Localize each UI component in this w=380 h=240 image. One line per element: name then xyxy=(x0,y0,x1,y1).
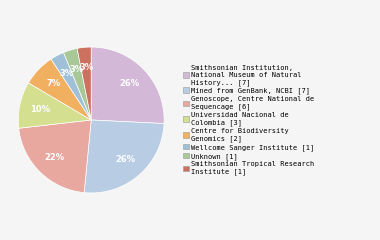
Wedge shape xyxy=(63,48,91,120)
Text: 22%: 22% xyxy=(44,153,65,162)
Text: 10%: 10% xyxy=(30,105,50,114)
Text: 3%: 3% xyxy=(79,63,93,72)
Legend: Smithsonian Institution,
National Museum of Natural
History... [7], Mined from G: Smithsonian Institution, National Museum… xyxy=(182,64,315,176)
Wedge shape xyxy=(77,47,91,120)
Wedge shape xyxy=(91,47,164,124)
Text: 7%: 7% xyxy=(46,79,60,88)
Text: 3%: 3% xyxy=(69,65,83,74)
Text: 26%: 26% xyxy=(119,79,139,88)
Wedge shape xyxy=(28,59,91,120)
Text: 3%: 3% xyxy=(60,69,74,78)
Wedge shape xyxy=(84,120,164,193)
Wedge shape xyxy=(19,120,91,193)
Wedge shape xyxy=(18,83,91,128)
Text: 26%: 26% xyxy=(116,155,136,164)
Wedge shape xyxy=(51,53,91,120)
